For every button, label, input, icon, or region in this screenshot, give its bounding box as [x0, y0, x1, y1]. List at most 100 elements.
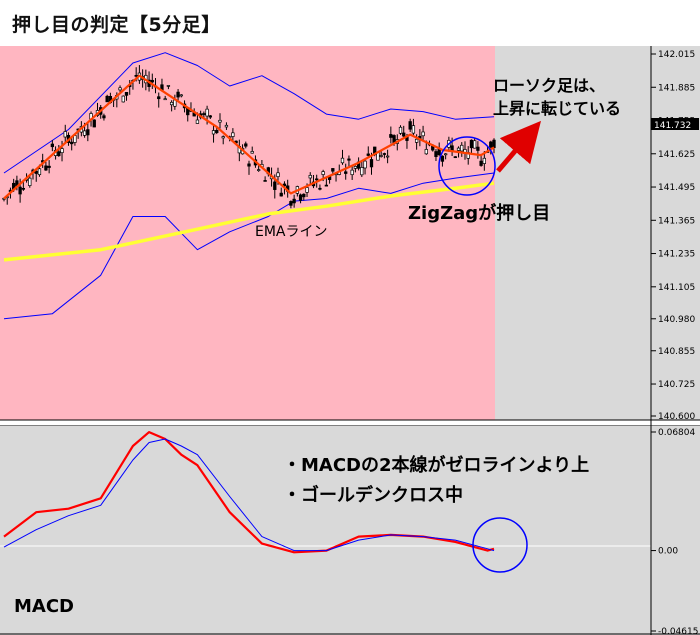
candle-body [408, 121, 412, 130]
price-tick-label: 141.495 [658, 183, 695, 193]
candle-body [476, 146, 480, 151]
price-tick-label: 140.725 [658, 380, 695, 390]
candle-body [353, 166, 358, 169]
candle-body [73, 135, 77, 143]
candle-body [402, 132, 406, 137]
candle-body [82, 130, 87, 136]
candle-body [257, 169, 261, 171]
bb_upper-line [3, 52, 495, 174]
zigzag-annotation: ZigZagが押し目 [408, 202, 550, 224]
macd-panel-label: MACD [14, 596, 74, 617]
candle-body [179, 94, 183, 97]
candle-body [21, 187, 25, 190]
candle-body [247, 163, 251, 167]
bb_lower-line [3, 172, 495, 320]
candle-body [298, 194, 303, 201]
candle-body [50, 143, 55, 148]
panel-separator [0, 420, 700, 426]
candle-body [92, 119, 96, 128]
candle-body [324, 184, 329, 187]
candle-body [44, 165, 48, 171]
macd_signal-line [3, 438, 495, 552]
candle-body [163, 98, 167, 101]
current-price-label: 141.732 [654, 121, 691, 131]
candle-body [60, 148, 64, 154]
page-title: 押し目の判定【5分足】 [12, 14, 221, 36]
candle-body [453, 156, 457, 159]
candle-body [157, 96, 161, 100]
candle-body [434, 151, 438, 157]
candle-body [221, 136, 225, 139]
candle-body [347, 158, 351, 161]
candle-body [121, 95, 125, 103]
candle-body [385, 155, 390, 158]
ema-line [3, 181, 495, 262]
bollinger-bands [3, 52, 495, 320]
macd-cross-circle [472, 517, 528, 573]
candle-body [63, 131, 67, 138]
candle-body [215, 130, 219, 133]
candle-body [469, 139, 474, 149]
candle-body [169, 101, 174, 106]
candle-body [302, 193, 306, 198]
candle-body [318, 187, 322, 190]
candle-body [273, 181, 277, 190]
zigzag-line [3, 74, 495, 200]
macd-note-line1: ・MACDの2本線がゼロラインより上 [283, 454, 589, 476]
candle-body [202, 113, 206, 115]
candle-body [105, 95, 109, 103]
candle-body [166, 85, 171, 87]
zigzag-line [3, 74, 495, 200]
price-tick-label: 142.015 [658, 50, 695, 60]
price-tick-label: 141.365 [658, 216, 695, 226]
candle-body [57, 151, 61, 157]
candle-body [492, 139, 496, 149]
candle-body [250, 151, 254, 154]
candle-body [340, 157, 345, 164]
candle-body [211, 130, 216, 135]
macd-panel-bg [0, 426, 700, 635]
candle-body [244, 143, 248, 147]
candle-body [18, 186, 22, 195]
candle-body [34, 170, 38, 174]
price-tick-label: 140.980 [658, 315, 695, 325]
macd-axis: 0.06804 0.00 -0.04615 [651, 428, 698, 635]
price-tick-label: 141.625 [658, 150, 695, 160]
candle-body [360, 167, 364, 176]
candle-body [363, 160, 367, 169]
candle-body [195, 119, 200, 124]
candle-body [118, 87, 122, 91]
candle-body [205, 108, 209, 117]
candle-body [382, 153, 387, 155]
candle-body [292, 198, 296, 204]
candle-body [331, 168, 335, 172]
candle-body [460, 144, 464, 152]
rising-annotation-line1: ローソク足は、 [493, 76, 605, 95]
candle-body [308, 174, 312, 179]
pullback-highlight-circle [438, 136, 496, 196]
candle-body [424, 149, 428, 155]
candle-body [305, 187, 309, 193]
ema-line [3, 181, 495, 262]
price-axis: 142.015141.885141.755141.625141.495141.3… [651, 50, 695, 422]
candle-body [289, 201, 293, 206]
candle-body [276, 172, 280, 178]
candle-body [369, 159, 374, 168]
candle-body [473, 140, 477, 149]
price-tick-label: 140.855 [658, 347, 695, 357]
macd-tick-label: 0.00 [658, 547, 678, 557]
candle-body [86, 129, 90, 136]
candle-body [134, 74, 138, 77]
candle-body [321, 171, 325, 175]
macd-tick-label: 0.06804 [658, 428, 695, 438]
ema-annotation: EMAライン [255, 224, 328, 240]
candle-body [263, 180, 267, 182]
candle-body [176, 91, 180, 98]
price-tick-label: 140.600 [658, 412, 695, 422]
candle-body [482, 157, 486, 164]
candle-body [398, 126, 403, 134]
rising-arrow [496, 120, 542, 173]
price-tick-label: 141.885 [658, 83, 695, 93]
candle-body [47, 165, 51, 168]
candle-body [350, 169, 354, 176]
